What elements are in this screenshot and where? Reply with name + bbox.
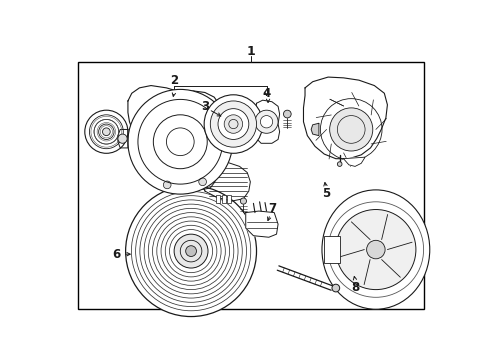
Circle shape bbox=[283, 110, 291, 118]
Circle shape bbox=[336, 210, 416, 289]
Polygon shape bbox=[343, 157, 365, 166]
Polygon shape bbox=[192, 172, 215, 189]
Circle shape bbox=[330, 108, 373, 151]
Circle shape bbox=[199, 178, 206, 186]
Bar bbox=[323, 236, 341, 264]
Text: 6: 6 bbox=[112, 248, 121, 261]
Circle shape bbox=[255, 110, 278, 133]
Polygon shape bbox=[245, 211, 278, 237]
Circle shape bbox=[210, 101, 257, 147]
Text: 1: 1 bbox=[247, 45, 255, 58]
Polygon shape bbox=[118, 130, 128, 148]
Circle shape bbox=[118, 134, 127, 143]
Circle shape bbox=[337, 162, 342, 166]
Bar bbox=[78, 62, 424, 309]
Text: 4: 4 bbox=[263, 87, 270, 100]
Bar bbox=[222, 195, 226, 203]
Circle shape bbox=[85, 110, 128, 153]
Text: 8: 8 bbox=[351, 281, 359, 294]
Circle shape bbox=[174, 234, 208, 268]
Circle shape bbox=[260, 116, 273, 128]
Text: 7: 7 bbox=[268, 202, 276, 215]
Circle shape bbox=[204, 95, 263, 153]
Bar bbox=[217, 195, 221, 203]
Text: 2: 2 bbox=[170, 74, 178, 87]
Polygon shape bbox=[303, 77, 388, 159]
Circle shape bbox=[332, 284, 340, 292]
Circle shape bbox=[218, 109, 249, 139]
Polygon shape bbox=[253, 100, 280, 143]
Polygon shape bbox=[156, 172, 178, 192]
Circle shape bbox=[186, 246, 196, 256]
Circle shape bbox=[163, 181, 171, 189]
Bar bbox=[227, 195, 231, 203]
Text: 5: 5 bbox=[322, 187, 330, 200]
Circle shape bbox=[367, 240, 385, 259]
Polygon shape bbox=[311, 123, 319, 136]
Text: 3: 3 bbox=[201, 100, 209, 113]
Circle shape bbox=[224, 115, 243, 133]
Polygon shape bbox=[203, 163, 250, 201]
Circle shape bbox=[240, 198, 246, 204]
Ellipse shape bbox=[322, 190, 430, 309]
Polygon shape bbox=[128, 86, 220, 174]
Circle shape bbox=[125, 186, 257, 316]
Circle shape bbox=[128, 89, 233, 194]
Circle shape bbox=[102, 128, 110, 136]
